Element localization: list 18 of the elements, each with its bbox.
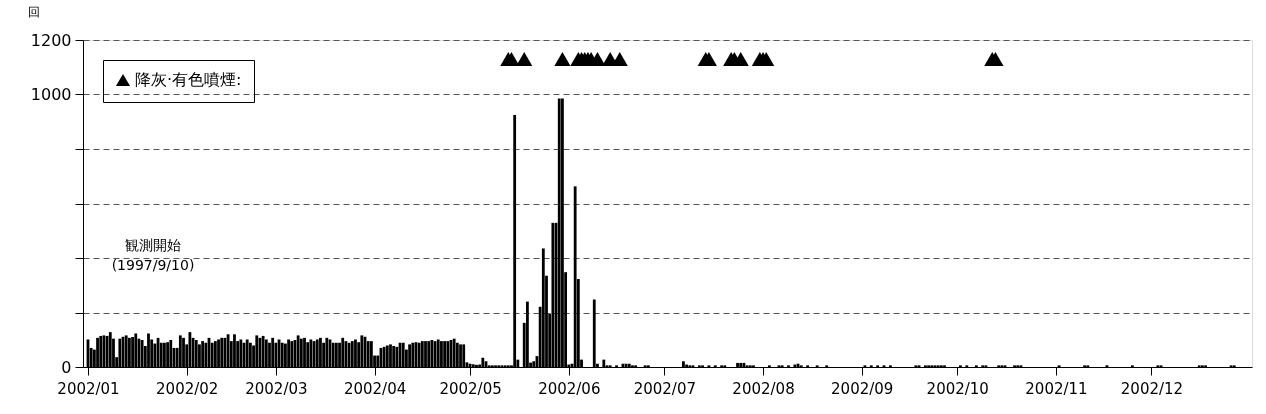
x-tick-label: 2002/10: [926, 379, 989, 398]
x-tick-label: 2002/05: [439, 379, 502, 398]
x-tick-label: 2002/08: [732, 379, 795, 398]
y-tick-label: 1200: [30, 30, 72, 50]
x-tick-label: 2002/02: [156, 379, 219, 398]
x-tick-label: 2002/07: [633, 379, 696, 398]
y-axis-title: 回: [27, 4, 40, 19]
y-tick-label: 1000: [30, 85, 72, 104]
x-tick-label: 2002/01: [57, 379, 120, 398]
x-tick-label: 2002/11: [1025, 379, 1088, 398]
legend-label: 降灰·有色噴煙:: [135, 70, 242, 89]
x-tick-label: 2002/06: [538, 379, 601, 398]
x-tick-label: 2002/12: [1120, 379, 1184, 398]
x-tick-label: 2002/09: [831, 379, 894, 398]
x-tick-label: 2002/03: [245, 379, 308, 398]
x-tick-label: 2002/04: [343, 379, 407, 398]
y-tick-label: 0: [61, 357, 72, 377]
annotation: 観測開始 (1997/9/10): [111, 237, 195, 273]
